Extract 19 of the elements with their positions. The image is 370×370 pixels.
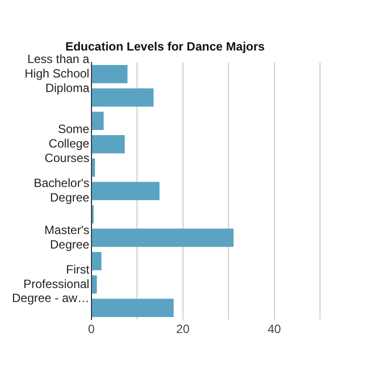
chart-title: Education Levels for Dance Majors — [65, 40, 266, 54]
x-tick-label: 0 — [88, 322, 96, 336]
y-tick-label: Master's Degree — [44, 222, 90, 252]
bar — [92, 252, 102, 270]
x-tick-label: 40 — [268, 322, 282, 336]
bar — [92, 135, 125, 154]
bar — [92, 275, 97, 294]
bar — [92, 298, 174, 318]
bar — [92, 228, 234, 247]
bar — [92, 88, 154, 107]
y-tick-label: Some College Courses — [44, 122, 90, 165]
y-tick-label: Less than a High School Diploma — [24, 52, 90, 95]
y-tick-label: Bachelor's Degree — [34, 176, 90, 205]
bar — [92, 182, 160, 200]
bar — [92, 158, 96, 177]
bar — [92, 112, 104, 130]
y-tick-label: First Professional Degree - aw… — [12, 262, 90, 306]
bar — [92, 64, 128, 84]
x-tick-label: 20 — [176, 322, 190, 336]
